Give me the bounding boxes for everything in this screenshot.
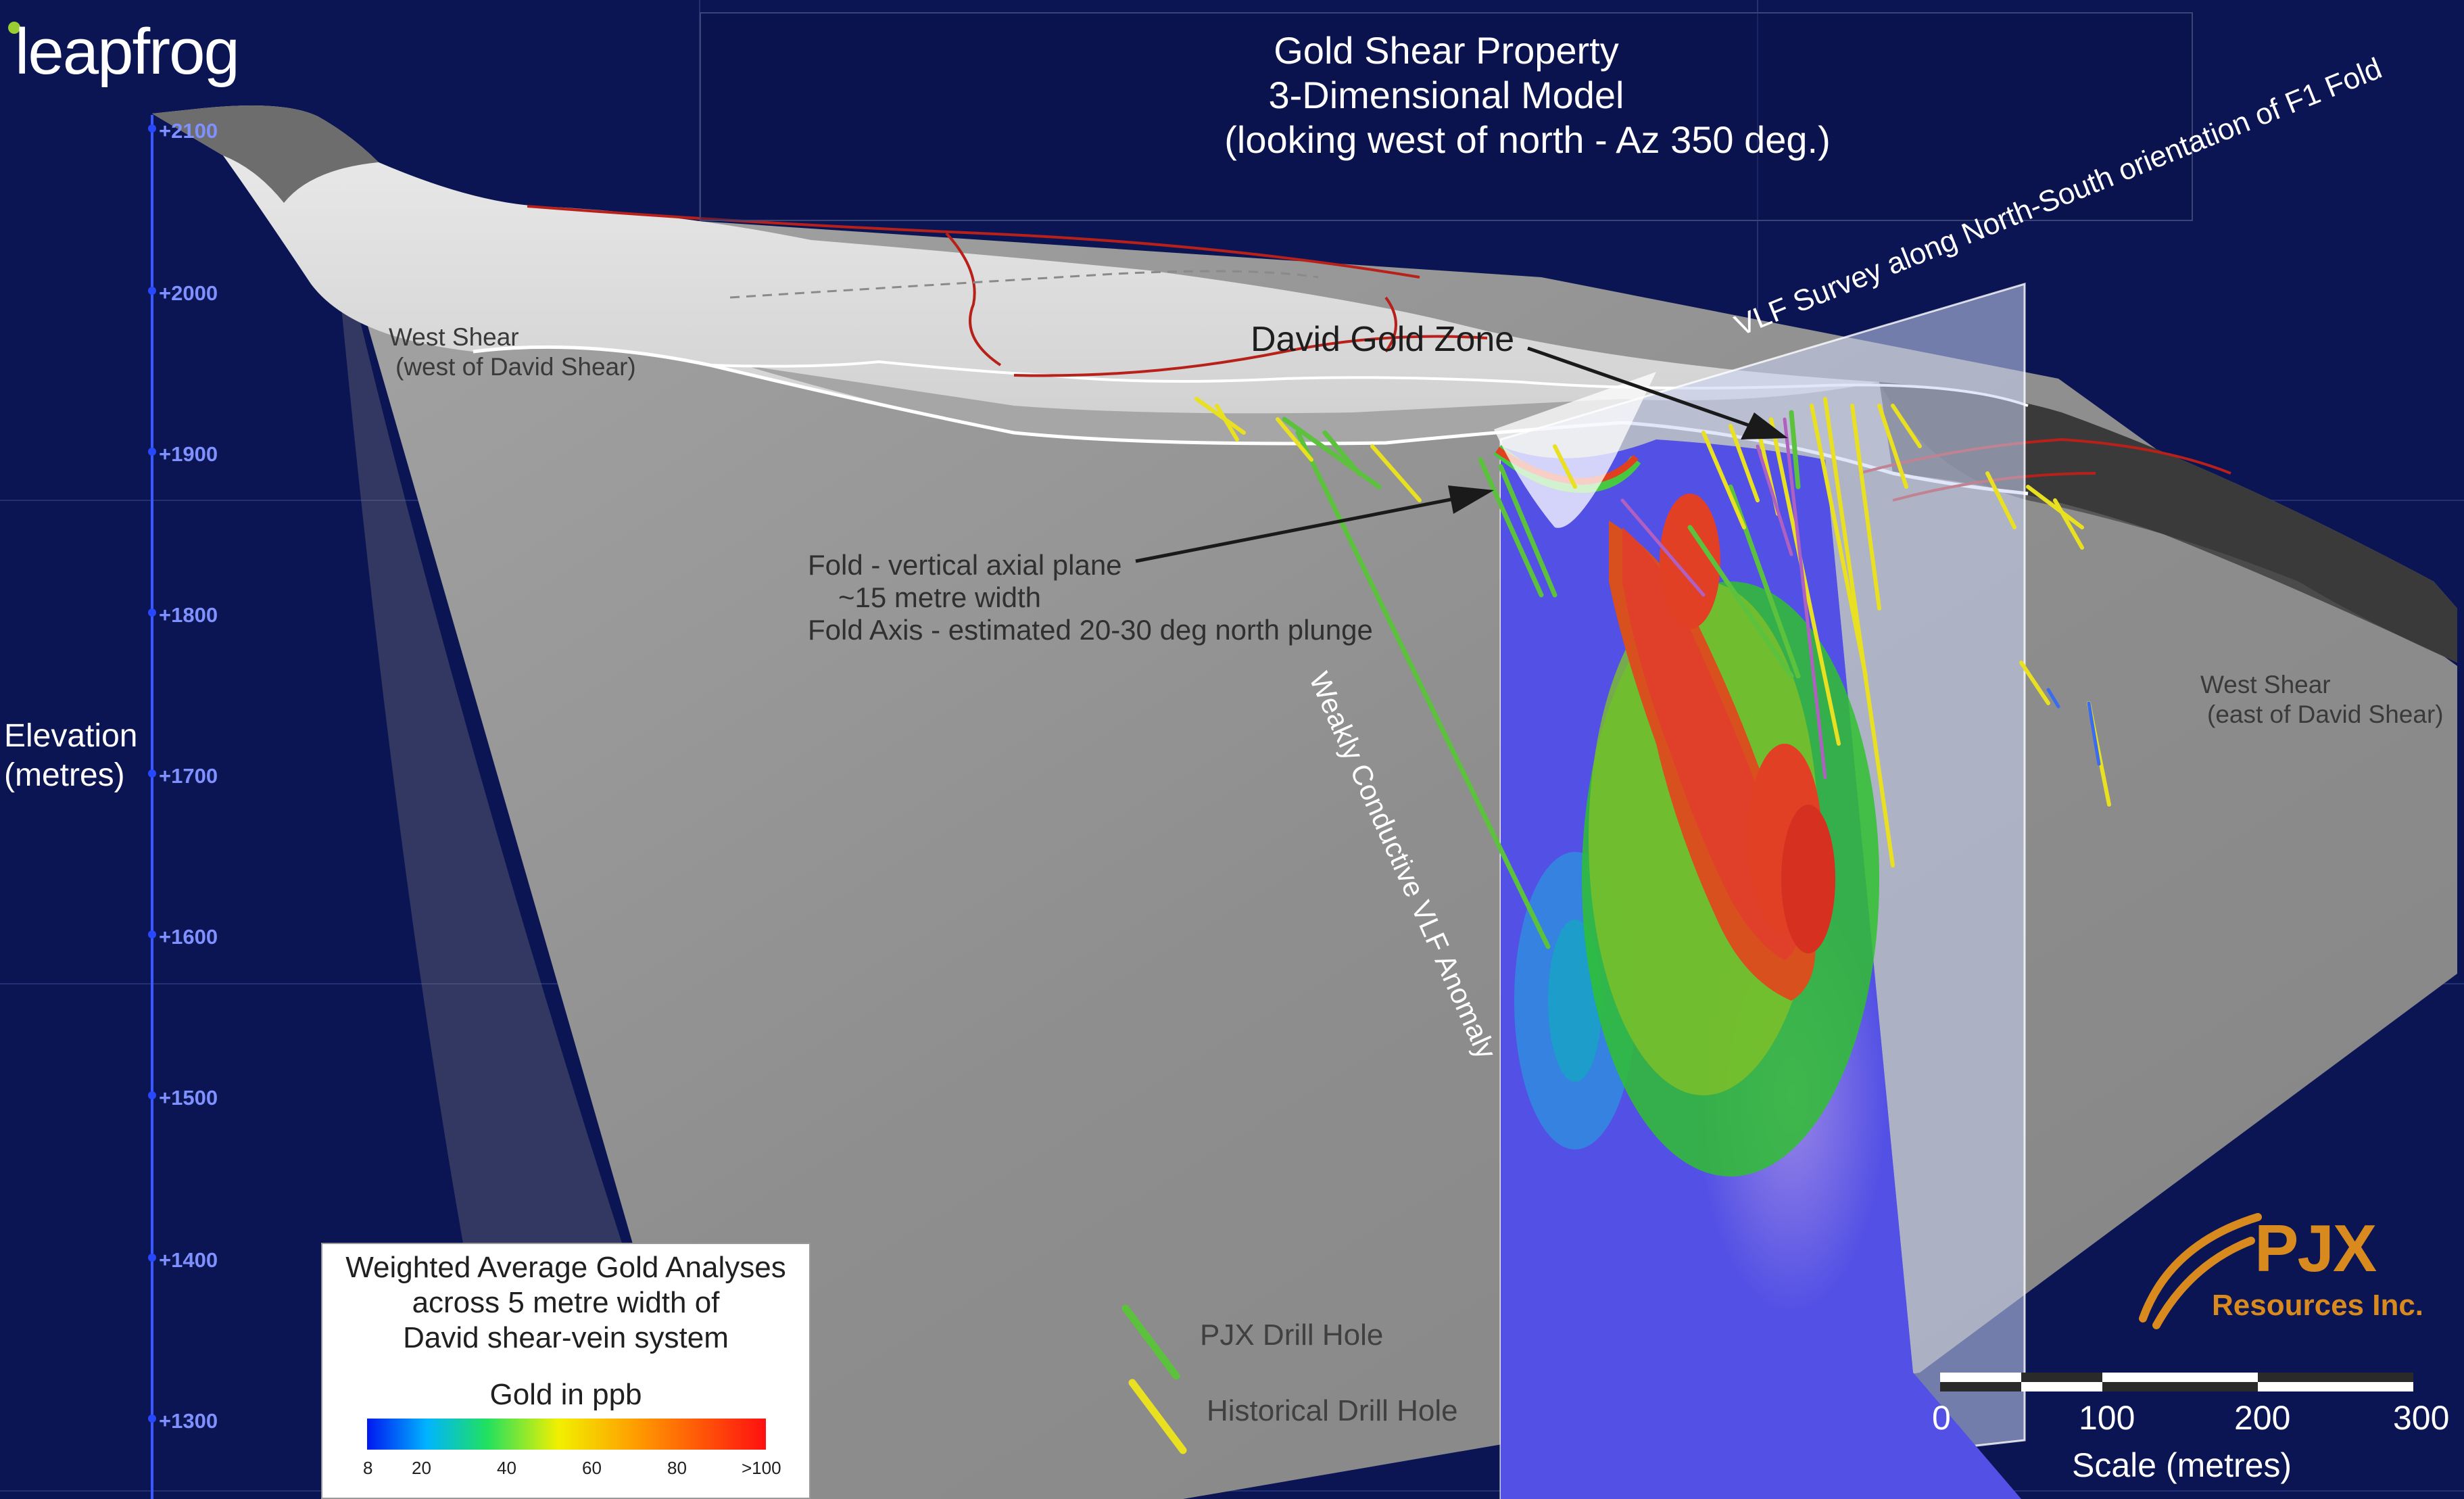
fold-label-line-2: ~15 metre width (838, 581, 1041, 613)
legend-title-line-2: across 5 metre width of (412, 1286, 720, 1319)
west-shear-right-sublabel: (east of David Shear) (2207, 700, 2444, 728)
title-panel: Gold Shear Property 3-Dimensional Model … (700, 12, 2193, 221)
scale-tick: 200 (2234, 1399, 2291, 1437)
legend-tick: >100 (742, 1458, 781, 1478)
gold-legend-panel: Weighted Average Gold Analyses across 5 … (321, 1243, 811, 1499)
legend-tick: 80 (667, 1458, 687, 1478)
west-shear-left-sublabel: (west of David Shear) (395, 353, 636, 381)
scale-tick: 0 (1932, 1399, 1951, 1437)
scale-bar-label: Scale (metres) (2072, 1446, 2292, 1484)
david-gold-zone-label: David Gold Zone (1251, 320, 1515, 359)
gold-color-scale (367, 1419, 766, 1450)
pjx-logo-subtitle: Resources Inc. (2212, 1289, 2424, 1322)
fold-label-line-1: Fold - vertical axial plane (808, 549, 1122, 581)
elevation-tick: +1600 (159, 925, 218, 949)
title-line-1: Gold Shear Property (1274, 29, 1619, 72)
historical-drill-hole-label: Historical Drill Hole (1207, 1394, 1458, 1427)
elevation-tick: +1400 (159, 1248, 218, 1272)
legend-title-line-1: Weighted Average Gold Analyses (345, 1251, 786, 1284)
elevation-title-line-1: Elevation (4, 718, 138, 754)
title-line-3: (looking west of north - Az 350 deg.) (1224, 118, 1831, 161)
elevation-tick: +1900 (159, 442, 218, 466)
drill-key-swatches (1121, 1304, 1187, 1454)
legend-tick: 20 (412, 1458, 431, 1478)
logo-mark-icon (8, 22, 20, 34)
elevation-axis-title: Elevation (metres) (4, 717, 137, 795)
elevation-title-line-2: (metres) (4, 757, 125, 793)
west-shear-left-label: West Shear (389, 323, 519, 351)
west-shear-right-label: West Shear (2200, 671, 2331, 698)
legend-tick: 40 (497, 1458, 516, 1478)
leader-arrows (1135, 346, 1788, 563)
gray-dashed-line (729, 270, 1319, 299)
legend-tick: 60 (582, 1458, 602, 1478)
legend-scale-title: Gold in ppb (489, 1378, 642, 1411)
elevation-tick: +2100 (159, 119, 218, 143)
elevation-tick: +2000 (159, 281, 218, 305)
purple-drill-holes (1620, 417, 1827, 780)
elevation-tick: +1800 (159, 603, 218, 627)
scale-bar (1940, 1373, 2413, 1391)
leapfrog-logo: leapfrog (15, 16, 240, 88)
fold-axial-plane (1494, 372, 1656, 528)
fold-label-line-3: Fold Axis - estimated 20-30 deg north pl… (808, 614, 1373, 646)
pjx-swoosh-icon (2139, 1213, 2262, 1329)
historical-drill-holes (1194, 397, 2111, 867)
pjx-logo: PJX (2254, 1211, 2377, 1285)
scale-tick: 100 (2079, 1399, 2135, 1437)
pjx-drill-hole-label: PJX Drill Hole (1200, 1318, 1384, 1352)
elevation-tick-dots (148, 124, 156, 1423)
blue-drill-holes (2046, 688, 2101, 766)
scale-tick: 300 (2393, 1399, 2450, 1437)
pjx-drill-holes (1282, 410, 1801, 949)
elevation-tick: +1700 (159, 764, 218, 788)
elevation-tick: +1300 (159, 1409, 218, 1433)
title-line-2: 3-Dimensional Model (1268, 74, 1624, 116)
gold-analysis-section (1493, 439, 2021, 1499)
elevation-tick: +1500 (159, 1086, 218, 1110)
legend-tick: 8 (363, 1458, 373, 1478)
legend-title-line-3: David shear-vein system (403, 1321, 729, 1354)
